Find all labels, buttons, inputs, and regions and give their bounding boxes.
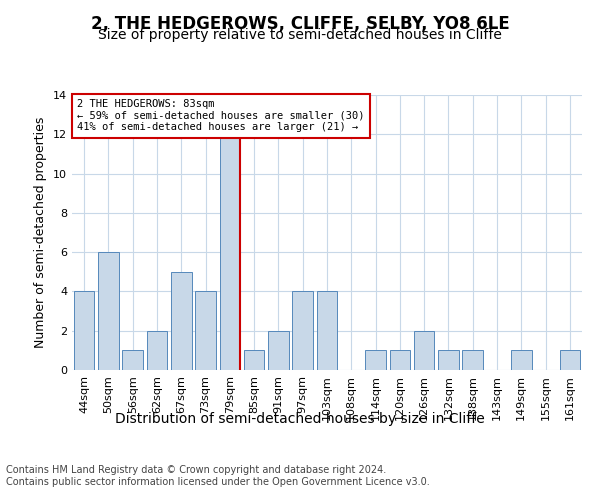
Bar	[414, 330, 434, 370]
Bar	[560, 350, 580, 370]
Bar	[292, 292, 313, 370]
Bar	[220, 134, 240, 370]
Bar	[195, 292, 216, 370]
Bar	[171, 272, 191, 370]
Bar	[146, 330, 167, 370]
Bar	[317, 292, 337, 370]
Text: Contains HM Land Registry data © Crown copyright and database right 2024.
Contai: Contains HM Land Registry data © Crown c…	[6, 465, 430, 486]
Bar	[244, 350, 265, 370]
Bar	[74, 292, 94, 370]
Text: Distribution of semi-detached houses by size in Cliffe: Distribution of semi-detached houses by …	[115, 412, 485, 426]
Y-axis label: Number of semi-detached properties: Number of semi-detached properties	[34, 117, 47, 348]
Bar	[463, 350, 483, 370]
Bar	[438, 350, 459, 370]
Bar	[268, 330, 289, 370]
Bar	[511, 350, 532, 370]
Text: 2 THE HEDGEROWS: 83sqm
← 59% of semi-detached houses are smaller (30)
41% of sem: 2 THE HEDGEROWS: 83sqm ← 59% of semi-det…	[77, 99, 365, 132]
Bar	[98, 252, 119, 370]
Bar	[122, 350, 143, 370]
Bar	[365, 350, 386, 370]
Text: Size of property relative to semi-detached houses in Cliffe: Size of property relative to semi-detach…	[98, 28, 502, 42]
Text: 2, THE HEDGEROWS, CLIFFE, SELBY, YO8 6LE: 2, THE HEDGEROWS, CLIFFE, SELBY, YO8 6LE	[91, 15, 509, 33]
Bar	[389, 350, 410, 370]
